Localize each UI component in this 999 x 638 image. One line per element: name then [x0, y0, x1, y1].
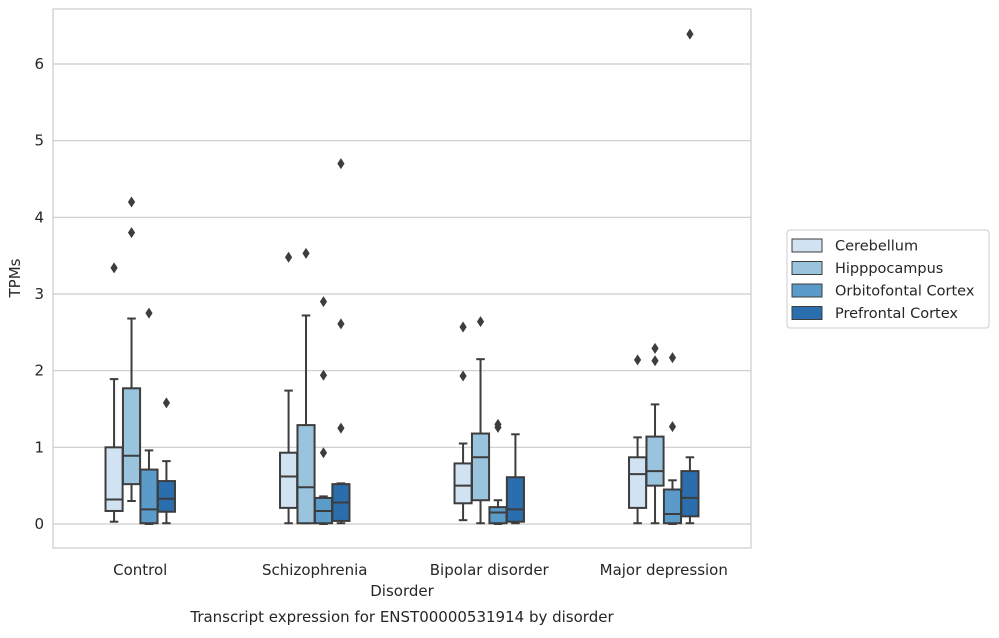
box-prefrontal-cortex — [680, 28, 700, 525]
outlier-point — [284, 251, 293, 263]
legend-item: Cerebellum — [791, 238, 918, 255]
box-orbitofontal-cortex — [662, 352, 683, 525]
box-orbitofontal-cortex — [139, 307, 159, 525]
outlier-point — [633, 354, 642, 366]
outlier-point — [127, 196, 136, 208]
box-body — [139, 468, 159, 525]
box-orbitofontal-cortex — [313, 296, 334, 525]
box-hipppocampus — [121, 196, 142, 502]
box-body — [505, 476, 525, 523]
outlier-point — [459, 370, 467, 382]
box-hipppocampus — [645, 342, 665, 525]
box-body — [296, 424, 316, 525]
legend-swatch — [791, 261, 823, 275]
x-tick-labels: Control Schizophrenia Bipolar disorder Majo… — [113, 561, 728, 579]
box-body — [156, 480, 176, 513]
box-cerebellum — [628, 354, 648, 525]
outlier-point — [668, 352, 677, 364]
y-tick-labels: 0 1 2 3 4 5 6 — [34, 55, 44, 533]
box-prefrontal-cortex — [505, 433, 525, 525]
x-tick-label: Bipolar disorder — [430, 561, 550, 579]
box-cerebellum — [453, 321, 473, 522]
x-tick-label: Schizophrenia — [262, 561, 367, 579]
box-body — [628, 456, 648, 509]
legend-label: Prefrontal Cortex — [835, 306, 958, 322]
legend: Cerebellum Hipppocampus Orbitofontal Corte… — [786, 229, 990, 329]
box-groups — [104, 28, 700, 525]
legend-swatch — [791, 238, 823, 253]
legend-item: Prefrontal Cortex — [791, 306, 958, 322]
box-group — [279, 158, 351, 525]
box-body — [279, 451, 299, 509]
plot-frame — [52, 8, 752, 549]
x-tick-label: Control — [113, 561, 167, 579]
legend-label: Orbitofontal Cortex — [835, 284, 975, 300]
y-tick-label: 4 — [34, 208, 44, 226]
y-tick-label: 2 — [34, 362, 44, 380]
box-body — [645, 435, 665, 487]
outlier-point — [319, 447, 328, 459]
box-group — [453, 316, 525, 525]
outlier-point — [162, 397, 171, 409]
outlier-point — [494, 418, 502, 430]
box-hipppocampus — [296, 247, 316, 525]
box-cerebellum — [279, 251, 299, 525]
box-orbitofontal-cortex — [488, 418, 508, 525]
box-prefrontal-cortex — [156, 397, 176, 525]
box-body — [662, 488, 683, 525]
outlier-point — [319, 369, 328, 381]
box-hipppocampus — [470, 316, 491, 525]
outlier-point — [668, 421, 677, 433]
outlier-point — [651, 342, 659, 354]
y-tick-label: 5 — [34, 132, 44, 150]
y-tick-label: 1 — [34, 438, 44, 456]
legend-label: Cerebellum — [835, 239, 918, 255]
outlier-point — [476, 316, 485, 328]
outlier-point — [337, 158, 345, 170]
outlier-point — [319, 296, 328, 308]
outlier-point — [686, 28, 694, 40]
outlier-point — [127, 227, 136, 239]
legend-label: Hipppocampus — [835, 261, 943, 277]
outlier-point — [337, 318, 345, 330]
outlier-point — [145, 307, 153, 319]
x-tick-label: Major depression — [600, 561, 728, 579]
box-body — [470, 432, 491, 502]
legend-frame — [786, 229, 990, 329]
box-cerebellum — [104, 262, 124, 523]
y-tick-label: 0 — [34, 515, 44, 533]
outlier-point — [459, 321, 467, 333]
box-prefrontal-cortex — [331, 158, 351, 525]
y-axis-label: TPMs — [6, 258, 24, 298]
box-body — [680, 470, 700, 518]
box-body — [488, 506, 508, 525]
legend-swatch — [791, 306, 823, 320]
y-tick-label: 3 — [34, 285, 44, 303]
x-axis-label: Disorder — [370, 582, 434, 600]
box-group — [628, 28, 700, 525]
outlier-point — [651, 355, 659, 367]
y-tick-label: 6 — [34, 55, 44, 73]
box-body — [104, 446, 124, 512]
legend-item: Hipppocampus — [791, 261, 943, 277]
box-body — [453, 462, 473, 505]
outlier-point — [110, 262, 118, 274]
legend-swatch — [791, 283, 823, 298]
box-body — [121, 387, 142, 486]
legend-item: Orbitofontal Cortex — [791, 283, 975, 300]
outlier-point — [337, 422, 345, 434]
box-group — [104, 196, 176, 525]
grid-lines — [53, 63, 751, 525]
outlier-point — [302, 247, 310, 259]
chart-caption: Transcript expression for ENST0000053191… — [189, 608, 614, 626]
